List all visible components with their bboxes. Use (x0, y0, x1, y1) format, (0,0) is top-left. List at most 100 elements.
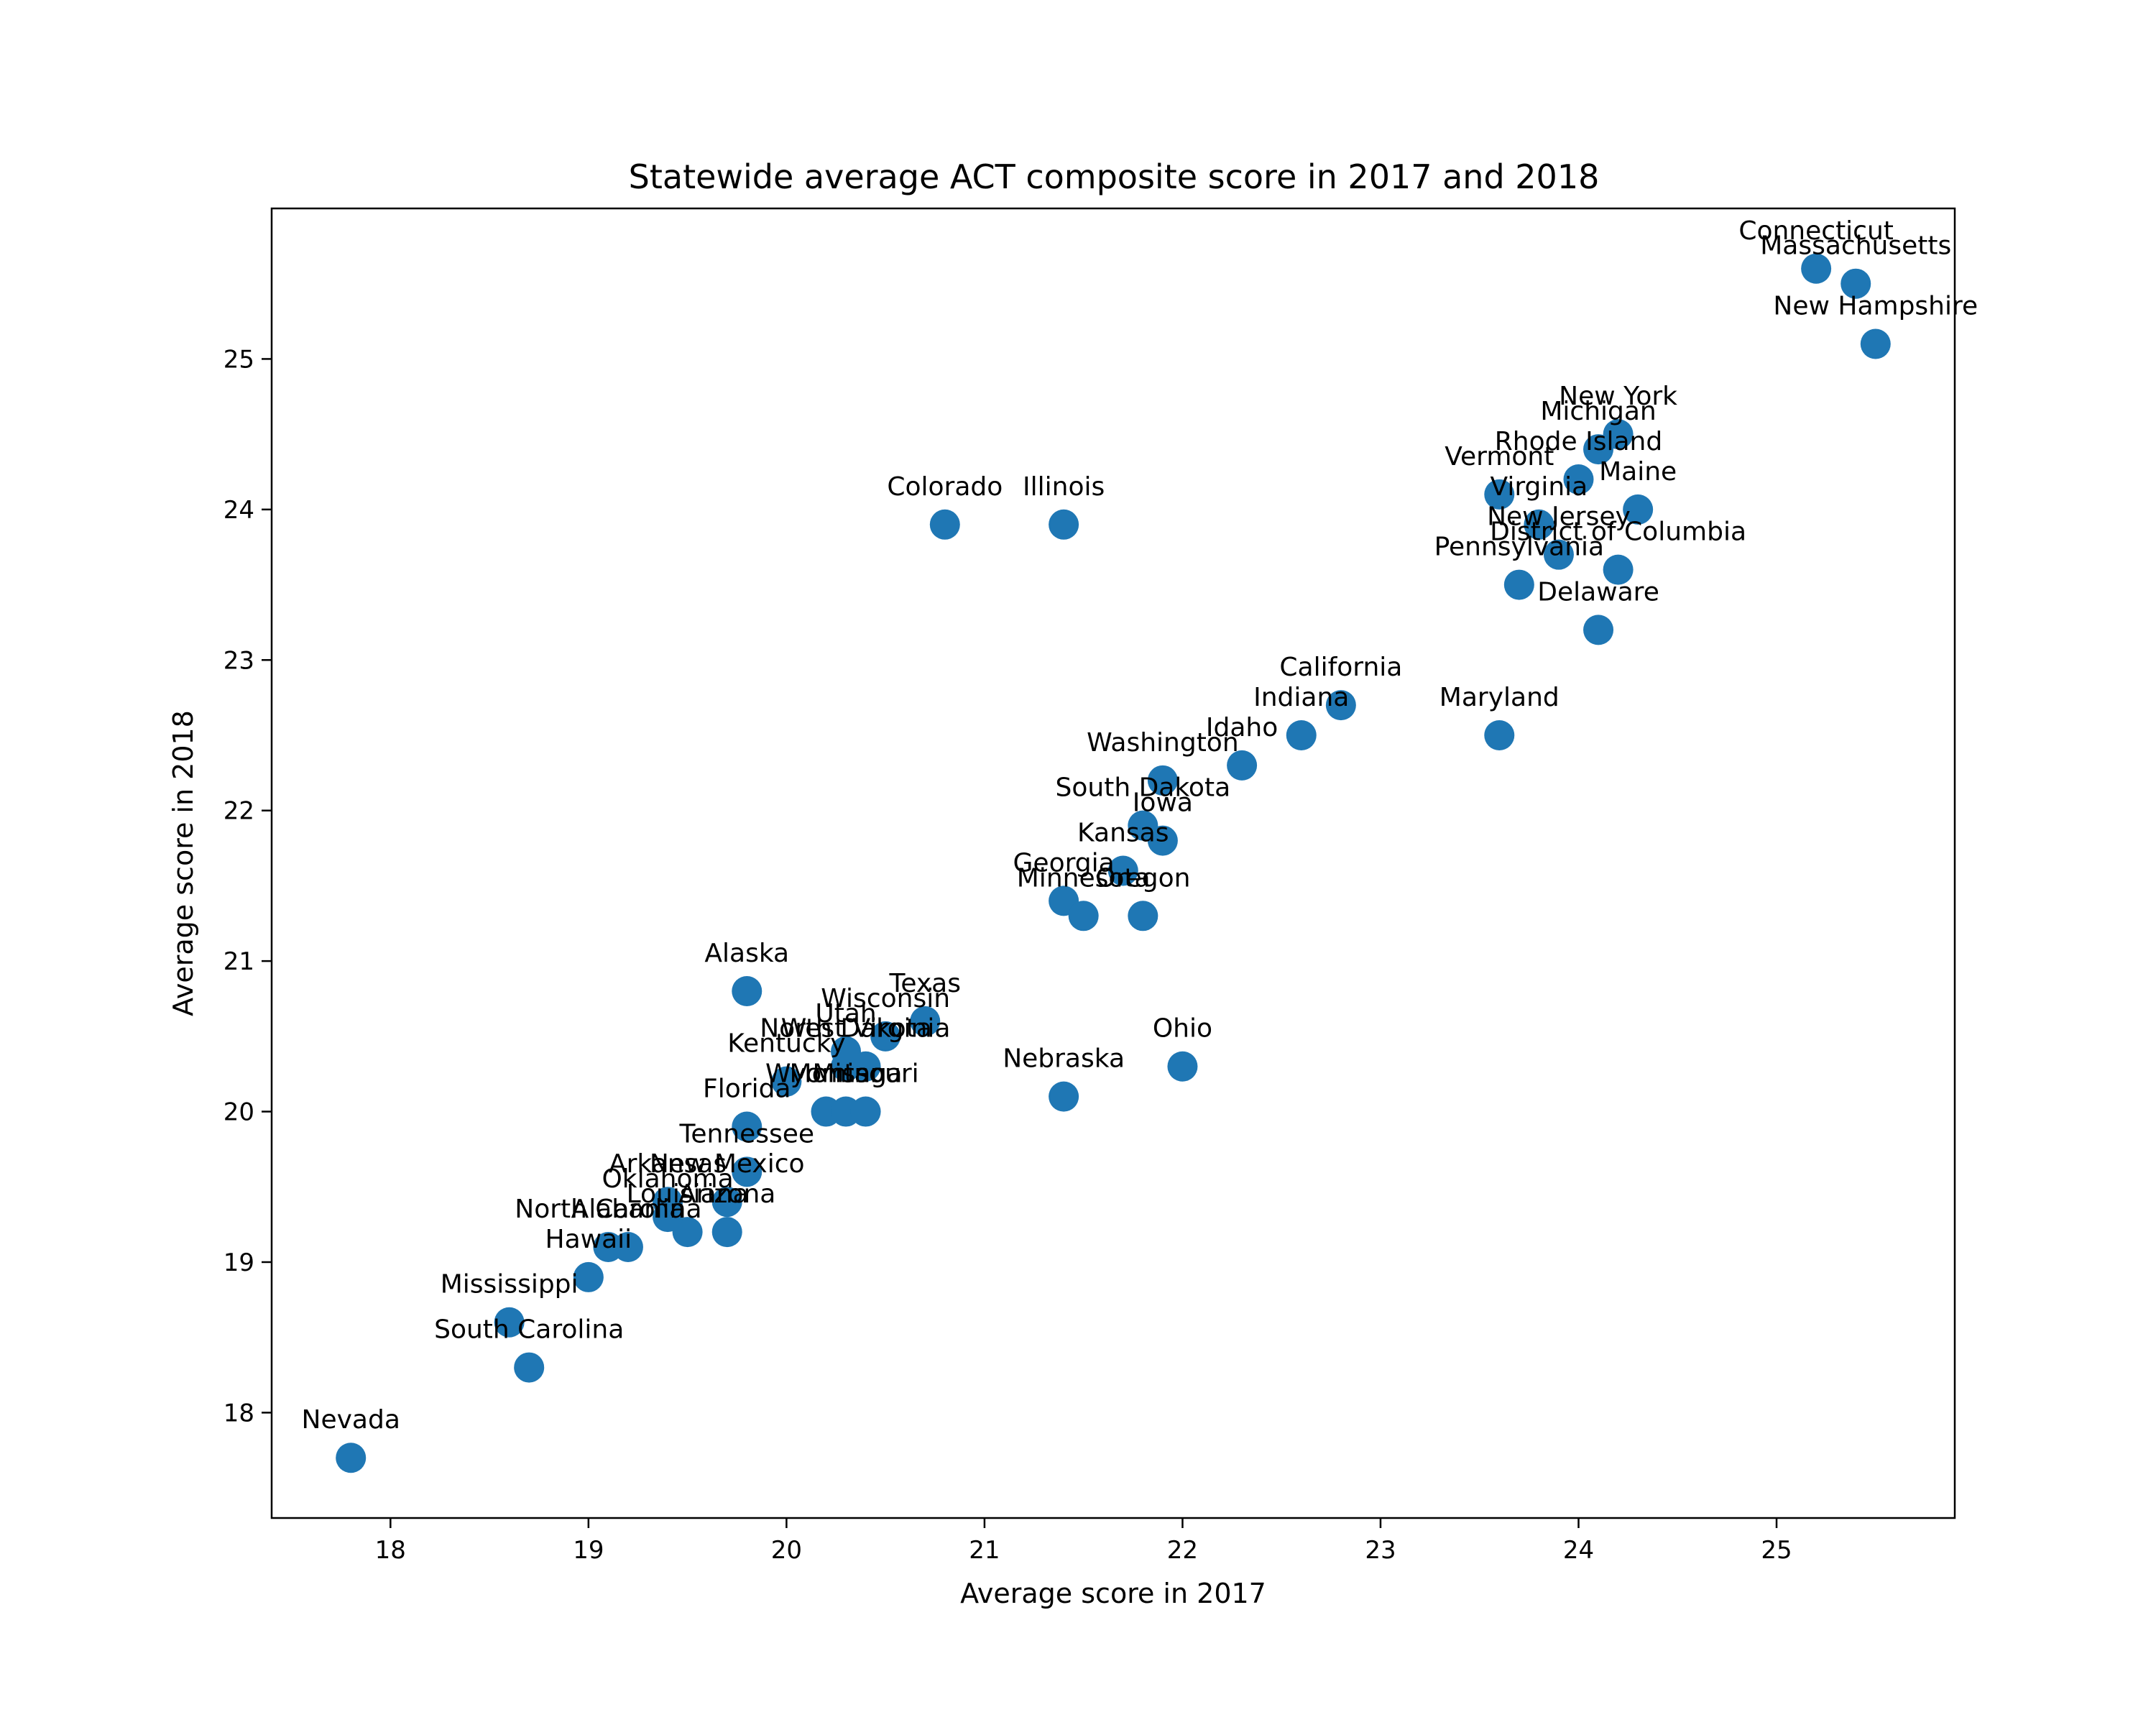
y-tick-label: 22 (224, 797, 254, 826)
point-label: Alabama (571, 1195, 686, 1224)
chart-title: Statewide average ACT composite score in… (629, 157, 1600, 196)
y-axis-label: Average score in 2018 (167, 710, 199, 1016)
x-tick-label: 23 (1365, 1536, 1396, 1565)
point-label: Pennsylvania (1434, 533, 1605, 562)
y-tick-label: 24 (224, 496, 254, 525)
x-tick-label: 19 (573, 1536, 604, 1565)
data-point (850, 1051, 881, 1082)
point-label: West Virginia (781, 1014, 951, 1044)
data-point (1484, 479, 1515, 510)
data-point (1801, 253, 1832, 284)
data-point (1543, 539, 1574, 570)
data-point (1503, 569, 1534, 600)
data-point (1227, 750, 1258, 781)
data-point (1583, 615, 1614, 645)
data-point (1049, 1081, 1079, 1112)
x-tick-label: 20 (771, 1536, 802, 1565)
data-point (1841, 268, 1871, 299)
point-label: Ohio (1153, 1014, 1212, 1044)
data-point (336, 1443, 367, 1473)
data-point (1107, 855, 1138, 886)
data-point (1860, 328, 1891, 359)
x-tick-label: 25 (1761, 1536, 1792, 1565)
point-label: Rhode Island (1495, 427, 1662, 456)
point-label: Michigan (1540, 397, 1656, 426)
data-point (1623, 494, 1654, 525)
x-tick-label: 22 (1167, 1536, 1198, 1565)
point-label: Nevada (302, 1405, 400, 1435)
data-point (1524, 509, 1554, 540)
point-label: Delaware (1537, 577, 1659, 607)
point-label: Virginia (1491, 472, 1588, 502)
plot-frame (270, 207, 1956, 1519)
y-axis: 18 19 20 21 22 23 24 25 (224, 345, 272, 1427)
point-label: Massachusetts (1760, 231, 1951, 261)
point-label: Maine (1599, 457, 1677, 487)
point-label: South Carolina (434, 1315, 624, 1345)
point-label: Georgia (1013, 848, 1115, 878)
point-label: District of Columbia (1490, 518, 1746, 547)
points-layer (336, 253, 1891, 1473)
y-tick-label: 20 (224, 1098, 254, 1127)
data-point (850, 1096, 881, 1127)
point-label: Indiana (1253, 683, 1349, 712)
data-point (1603, 419, 1634, 450)
point-label: Alaska (704, 939, 789, 968)
point-label: Idaho (1206, 713, 1278, 742)
point-label: New Mexico (650, 1149, 805, 1179)
data-point (1563, 464, 1594, 494)
data-point (1147, 765, 1178, 796)
y-tick-label: 18 (224, 1399, 254, 1427)
point-label: Washington (1087, 728, 1239, 758)
data-point (732, 1156, 763, 1187)
data-point (494, 1307, 525, 1338)
data-point (1167, 1051, 1198, 1082)
data-point (870, 1021, 901, 1052)
data-point (653, 1187, 683, 1218)
data-point (771, 1066, 802, 1097)
data-point (732, 1111, 763, 1142)
point-label: Louisiana (627, 1179, 749, 1209)
data-point (612, 1232, 643, 1263)
point-label: Illinois (1023, 472, 1105, 502)
data-point (1484, 719, 1515, 750)
point-label: New York (1559, 382, 1677, 411)
data-point (1128, 901, 1158, 932)
data-point (573, 1261, 604, 1292)
data-point (1068, 901, 1099, 932)
data-point (514, 1352, 545, 1383)
point-label: Oregon (1095, 863, 1190, 893)
point-label: Kentucky (727, 1029, 845, 1059)
point-label: North Carolina (515, 1195, 701, 1224)
point-label: Mississippi (441, 1270, 579, 1300)
point-label: Utah (815, 999, 876, 1029)
point-label: Texas (888, 969, 961, 998)
data-point (1325, 690, 1356, 721)
point-label: Oklahoma (602, 1164, 733, 1194)
point-label: Kansas (1077, 818, 1169, 847)
data-point (1049, 509, 1079, 540)
point-label: Montana (790, 1059, 903, 1089)
point-label: Vermont (1445, 442, 1554, 472)
x-tick-label: 21 (969, 1536, 1000, 1565)
point-label: California (1279, 653, 1402, 682)
data-point (910, 1006, 941, 1036)
data-point (711, 1217, 742, 1248)
data-point (1286, 719, 1317, 750)
data-point (1603, 554, 1634, 585)
point-label: North Dakota (760, 1014, 932, 1044)
data-point (929, 509, 960, 540)
x-tick-label: 18 (375, 1536, 406, 1565)
point-label: Minnesota (1017, 863, 1151, 893)
point-label: Wyoming (765, 1059, 887, 1089)
data-point (711, 1187, 742, 1218)
point-label: Connecticut (1738, 216, 1894, 246)
point-label: Maryland (1439, 683, 1560, 712)
point-label: Missouri (812, 1059, 918, 1089)
point-label: Nebraska (1003, 1044, 1125, 1074)
point-label: Florida (703, 1074, 791, 1103)
data-point (732, 976, 763, 1007)
x-axis-label: Average score in 2017 (960, 1578, 1266, 1609)
point-label: South Dakota (1056, 773, 1231, 803)
